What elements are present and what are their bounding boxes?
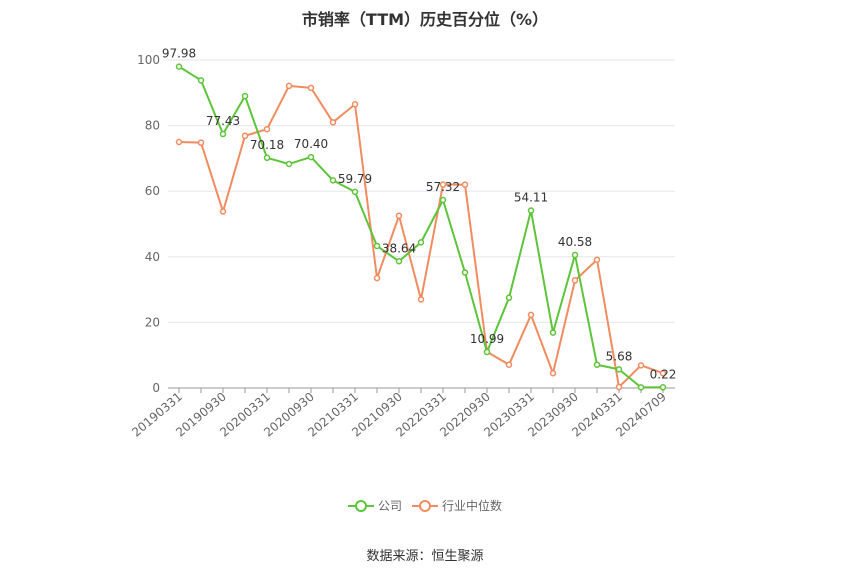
series-point-0 [417,239,425,246]
series-point-0 [263,154,271,162]
legend: 公司 行业中位数 [348,498,502,513]
series-point-0 [659,384,667,391]
series-point-0 [527,207,535,214]
series-lines [175,63,667,391]
series-point-1 [505,361,513,368]
series-point-0 [571,251,579,259]
y-tick-label: 80 [145,119,160,133]
series-point-0 [637,384,645,391]
series-point-0 [615,366,623,373]
series-point-0 [395,258,403,265]
legend-label: 公司 [378,499,402,513]
x-axis: 2019033120190930202003312020093020210331… [129,388,669,440]
series-point-1 [527,311,535,319]
series-point-1 [285,82,293,90]
series-point-1 [571,277,579,284]
data-source-note: 数据来源：恒生聚源 [366,549,484,564]
series-point-1 [461,181,469,188]
data-labels: 97.98 77.43 70.18 70.40 59.79 38.64 57.32 10.99… [162,47,677,382]
data-label: 97.98 [162,47,196,61]
legend-swatch-marker [355,500,367,512]
series-point-1 [615,383,623,391]
data-label: 70.18 [250,138,284,152]
series-point-0 [373,242,381,250]
series-point-0 [241,92,249,100]
series-point-0 [197,77,205,84]
series-point-1 [241,132,249,140]
series-point-1 [593,256,601,264]
data-label: 38.64 [382,241,416,255]
grid-lines [168,59,675,389]
chart-title: 市销率（TTM）历史百分位（%） [301,10,549,29]
legend-swatch-marker [419,500,431,512]
series-point-1 [175,138,183,146]
series-point-1 [197,139,205,146]
series-point-1 [395,212,403,220]
series-point-0 [461,269,469,276]
series-point-0 [307,153,315,161]
series-line-0 [178,65,664,389]
legend-label: 行业中位数 [442,498,502,513]
series-point-1 [351,101,359,108]
series-point-1 [549,369,557,377]
data-label: 10.99 [470,332,504,346]
data-label: 0.22 [650,367,677,381]
y-axis: 0 20 40 60 80 100 [137,53,160,395]
y-tick-label: 40 [145,250,160,264]
data-label: 5.68 [606,349,633,363]
data-label: 40.58 [558,235,592,249]
data-label: 77.43 [206,114,240,128]
data-label: 54.11 [514,191,548,205]
series-point-1 [637,362,645,369]
data-label: 59.79 [338,172,372,186]
series-point-1 [329,119,337,126]
data-label: 70.40 [294,137,328,151]
y-tick-label: 100 [137,53,160,67]
series-point-1 [373,274,381,282]
series-point-0 [439,196,447,204]
series-point-0 [549,329,557,336]
series-point-0 [219,130,227,138]
series-point-0 [483,348,491,356]
series-point-1 [263,125,271,133]
y-tick-label: 20 [145,315,160,329]
data-label: 57.32 [426,180,460,194]
series-point-0 [329,177,337,184]
series-point-0 [351,188,359,196]
series-point-1 [219,208,227,215]
series-point-0 [175,63,183,70]
series-point-1 [307,84,315,92]
series-point-1 [417,296,425,303]
series-point-0 [593,361,601,368]
series-point-0 [505,294,513,302]
series-point-1 [439,181,447,188]
y-tick-label: 0 [152,381,160,395]
series-point-0 [285,160,293,168]
series-point-1 [659,369,667,377]
y-tick-label: 60 [145,184,160,198]
